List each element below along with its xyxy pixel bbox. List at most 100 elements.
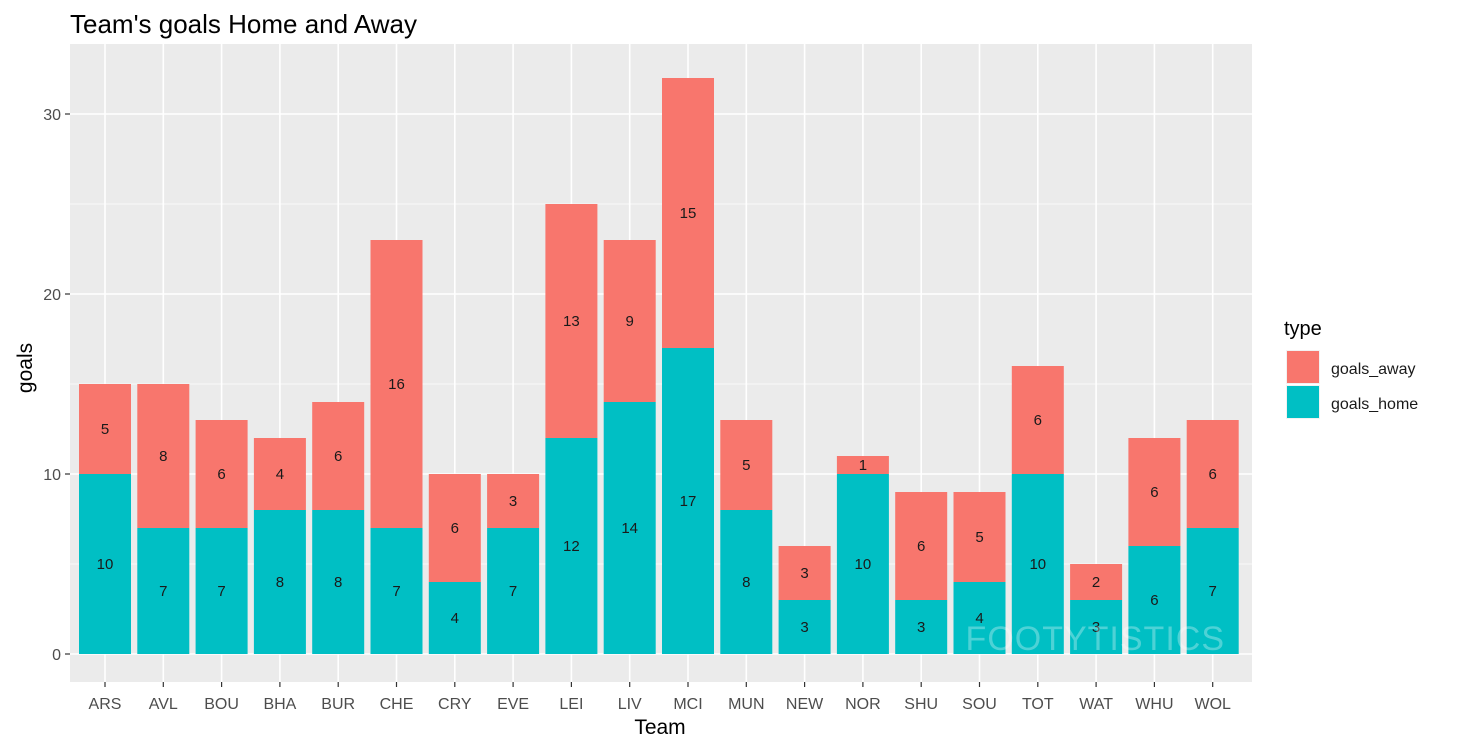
bar-label-away: 6 xyxy=(451,520,459,537)
bar-goals-away-sou xyxy=(953,492,1006,582)
bar-goals-away-wat xyxy=(1070,564,1123,600)
bar-label-home: 8 xyxy=(276,574,284,591)
bar-goals-away-bha xyxy=(253,438,306,510)
bar-label-home: 7 xyxy=(392,583,400,600)
bar-goals-away-che xyxy=(370,240,423,528)
bar-label-away: 6 xyxy=(1209,466,1217,483)
bar-label-away: 5 xyxy=(742,457,750,474)
bar-goals-home-wol xyxy=(1186,528,1239,654)
bar-goals-away-mci xyxy=(662,78,714,348)
bar-goals-home-mun xyxy=(720,510,773,654)
x-axis-title: Team xyxy=(634,716,685,739)
x-tick-label: WHU xyxy=(1135,696,1173,713)
x-axis: ARS AVL BOU BHA BUR CHE CRY EVE LEI LIV MCI MUN NEW N… xyxy=(89,682,1231,713)
bar-label-away: 5 xyxy=(101,421,109,438)
bar-label-home: 6 xyxy=(1150,592,1158,609)
bar-goals-home-che xyxy=(370,528,423,654)
bar-goals-away-nor xyxy=(836,456,889,474)
bar-label-away: 16 xyxy=(388,376,405,393)
x-tick-label: ARS xyxy=(89,696,122,713)
bar-label-home: 10 xyxy=(855,556,872,573)
x-tick-label: WAT xyxy=(1079,696,1113,713)
bar-label-away: 9 xyxy=(626,313,634,330)
bar-label-home: 3 xyxy=(1092,619,1100,636)
x-tick-label: CRY xyxy=(438,696,472,713)
bar-label-home: 4 xyxy=(451,610,459,627)
bar-label-home: 3 xyxy=(800,619,808,636)
legend: type goals_away goals_home xyxy=(1284,318,1418,419)
bar-goals-away-bou xyxy=(195,420,248,528)
x-tick-label: SHU xyxy=(904,696,938,713)
bar-label-away: 6 xyxy=(334,448,342,465)
x-tick-label: MUN xyxy=(728,696,764,713)
bar-goals-away-new xyxy=(778,546,831,600)
x-tick-label: NOR xyxy=(845,696,881,713)
bar-label-home: 7 xyxy=(159,583,167,600)
bar-label-away: 4 xyxy=(276,466,284,483)
y-tick-label: 0 xyxy=(52,647,61,664)
bar-goals-away-cry xyxy=(428,474,481,582)
bar-goals-home-cry xyxy=(428,582,481,654)
legend-swatch-goals_away xyxy=(1287,351,1319,383)
bar-label-away: 3 xyxy=(800,565,808,582)
bar-goals-home-new xyxy=(778,600,831,654)
bar-label-home: 7 xyxy=(217,583,225,600)
bar-labels: 1057876848671646731213149171585331013645… xyxy=(97,205,1217,636)
bar-goals-away-tot xyxy=(1011,366,1064,474)
bar-label-away: 6 xyxy=(1150,484,1158,501)
bar-label-away: 5 xyxy=(975,529,983,546)
bar-label-home: 12 xyxy=(563,538,580,555)
bar-label-home: 8 xyxy=(334,574,342,591)
bar-goals-away-ars xyxy=(79,384,131,474)
bar-label-away: 6 xyxy=(917,538,925,555)
chart-title: Team's goals Home and Away xyxy=(70,9,417,39)
x-tick-label: LEI xyxy=(559,696,583,713)
bar-goals-away-whu xyxy=(1128,438,1181,546)
bar-goals-away-lei xyxy=(545,204,598,438)
bar-goals-home-bha xyxy=(253,510,306,654)
bar-goals-away-bur xyxy=(312,402,365,510)
bar-label-home: 10 xyxy=(1029,556,1046,573)
y-axis-title: goals xyxy=(14,343,37,393)
x-tick-label: BOU xyxy=(204,696,239,713)
y-axis: 0 10 20 30 xyxy=(43,107,70,664)
y-tick-label: 30 xyxy=(43,107,61,124)
x-tick-label: WOL xyxy=(1194,696,1231,713)
bar-goals-home-tot xyxy=(1011,474,1064,654)
bar-label-away: 6 xyxy=(217,466,225,483)
legend-title: type xyxy=(1284,318,1322,340)
x-tick-label: TOT xyxy=(1022,696,1054,713)
bar-goals-home-eve xyxy=(487,528,540,654)
x-tick-label: SOU xyxy=(962,696,997,713)
bar-goals-home-sou xyxy=(953,582,1006,654)
bar-label-away: 1 xyxy=(859,457,867,474)
bar-label-away: 2 xyxy=(1092,574,1100,591)
y-tick-label: 20 xyxy=(43,287,61,304)
bar-label-home: 14 xyxy=(621,520,638,537)
bar-label-away: 15 xyxy=(680,205,697,222)
bar-label-home: 10 xyxy=(97,556,114,573)
legend-label-goals_away: goals_away xyxy=(1331,361,1416,378)
bar-goals-home-bur xyxy=(312,510,365,654)
x-tick-label: AVL xyxy=(149,696,178,713)
bar-label-away: 8 xyxy=(159,448,167,465)
legend-swatch-goals_home xyxy=(1287,386,1319,418)
bars xyxy=(79,78,1239,654)
bar-label-home: 8 xyxy=(742,574,750,591)
bar-goals-away-liv xyxy=(603,240,656,402)
bar-label-home: 4 xyxy=(975,610,983,627)
x-tick-label: NEW xyxy=(786,696,824,713)
bar-label-away: 6 xyxy=(1034,412,1042,429)
bar-goals-home-lei xyxy=(545,438,598,654)
x-tick-label: BHA xyxy=(263,696,296,713)
bar-goals-home-whu xyxy=(1128,546,1181,654)
bar-goals-home-bou xyxy=(195,528,248,654)
bar-goals-away-eve xyxy=(487,474,540,528)
x-tick-label: MCI xyxy=(673,696,702,713)
bar-label-home: 3 xyxy=(917,619,925,636)
x-tick-label: LIV xyxy=(618,696,642,713)
bar-goals-away-shu xyxy=(895,492,948,600)
bar-label-home: 17 xyxy=(680,493,697,510)
bar-label-home: 7 xyxy=(1209,583,1217,600)
